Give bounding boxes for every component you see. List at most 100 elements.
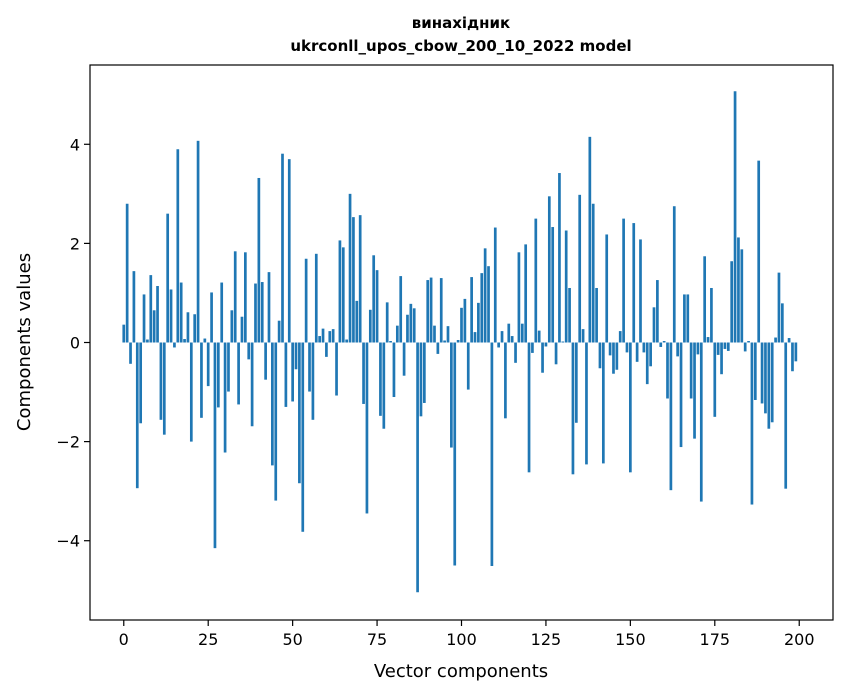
bar-68 <box>352 217 355 343</box>
x-tick-label: 100 <box>446 630 477 649</box>
bar-177 <box>720 342 723 375</box>
bar-133 <box>571 342 575 475</box>
x-tick-label: 0 <box>119 630 129 649</box>
bar-82 <box>399 276 403 343</box>
bar-76 <box>379 342 382 416</box>
bar-131 <box>564 230 568 343</box>
bar-138 <box>588 136 592 343</box>
bar-62 <box>331 329 335 343</box>
y-tick-label: 4 <box>70 135 80 154</box>
bar-73 <box>368 309 372 343</box>
bar-171 <box>699 342 703 502</box>
bar-11 <box>159 342 163 420</box>
y-axis-ticks: −4 −2 0 2 4 <box>56 135 90 551</box>
bar-13 <box>166 213 170 343</box>
bar-65 <box>341 247 345 343</box>
bar-34 <box>237 342 240 405</box>
bar-134 <box>574 342 578 423</box>
bar-38 <box>250 342 254 427</box>
x-tick-label: 50 <box>282 630 302 649</box>
bar-155 <box>645 342 649 385</box>
bar-143 <box>605 234 609 343</box>
bar-150 <box>629 342 632 473</box>
bar-197 <box>787 338 791 343</box>
bar-96 <box>446 326 450 343</box>
x-axis-ticks: 0 25 50 75 100 125 150 175 200 <box>119 620 815 649</box>
bar-83 <box>402 342 406 376</box>
bar-44 <box>271 342 274 466</box>
x-axis-label: Vector components <box>374 661 548 682</box>
bar-12 <box>162 342 166 435</box>
bar-60 <box>325 342 328 357</box>
bar-132 <box>568 287 571 343</box>
bar-48 <box>284 342 288 407</box>
bar-24 <box>203 338 207 343</box>
bar-164 <box>676 342 679 357</box>
bar-160 <box>662 341 666 343</box>
bar-145 <box>612 342 615 374</box>
bar-116 <box>514 342 517 363</box>
bar-127 <box>551 227 555 343</box>
bar-186 <box>750 342 754 505</box>
bar-149 <box>625 342 629 353</box>
bar-151 <box>632 223 636 343</box>
bar-99 <box>456 340 460 343</box>
bar-26 <box>210 292 213 343</box>
bar-17 <box>179 282 183 343</box>
bar-183 <box>740 249 744 343</box>
bar-154 <box>642 342 646 353</box>
bar-136 <box>581 329 585 343</box>
bar-148 <box>622 218 625 343</box>
bar-46 <box>277 320 281 343</box>
y-axis-label: Components values <box>14 253 35 431</box>
bar-53 <box>301 342 305 532</box>
bar-42 <box>264 342 267 380</box>
bar-159 <box>659 342 663 347</box>
bar-71 <box>362 342 365 404</box>
bar-36 <box>244 252 247 343</box>
y-tick-label: −2 <box>56 433 80 452</box>
bar-64 <box>338 240 342 343</box>
bar-105 <box>477 302 480 343</box>
bar-27 <box>213 342 217 549</box>
bar-41 <box>260 282 264 343</box>
bar-100 <box>460 307 463 343</box>
bar-55 <box>308 342 311 392</box>
bar-176 <box>716 342 720 355</box>
bar-103 <box>470 277 473 343</box>
bars-group <box>122 91 798 593</box>
bar-81 <box>395 325 399 343</box>
bar-69 <box>355 300 359 343</box>
bar-125 <box>544 342 548 347</box>
bar-28 <box>216 342 220 408</box>
bar-9 <box>152 310 156 343</box>
bar-101 <box>463 298 467 343</box>
bar-106 <box>480 273 484 343</box>
bar-51 <box>294 342 298 370</box>
bar-4 <box>135 342 139 489</box>
bar-45 <box>274 342 278 501</box>
bar-121 <box>531 342 534 353</box>
bar-141 <box>598 342 602 369</box>
bar-49 <box>287 159 291 343</box>
x-tick-label: 25 <box>198 630 218 649</box>
bar-193 <box>774 337 777 343</box>
bar-29 <box>220 282 224 343</box>
bar-79 <box>389 341 392 343</box>
bar-188 <box>757 160 761 343</box>
bar-192 <box>770 342 774 423</box>
bar-39 <box>254 283 257 343</box>
bar-86 <box>412 308 416 343</box>
bar-122 <box>534 218 538 343</box>
bar-6 <box>142 294 146 343</box>
bar-112 <box>500 331 504 343</box>
bar-58 <box>318 336 321 343</box>
bar-59 <box>321 328 325 343</box>
bar-117 <box>517 252 521 343</box>
bar-77 <box>382 342 386 429</box>
bar-18 <box>183 339 186 343</box>
bar-199 <box>794 342 798 362</box>
bar-31 <box>227 342 230 392</box>
bar-191 <box>767 342 771 429</box>
bar-198 <box>791 342 794 372</box>
